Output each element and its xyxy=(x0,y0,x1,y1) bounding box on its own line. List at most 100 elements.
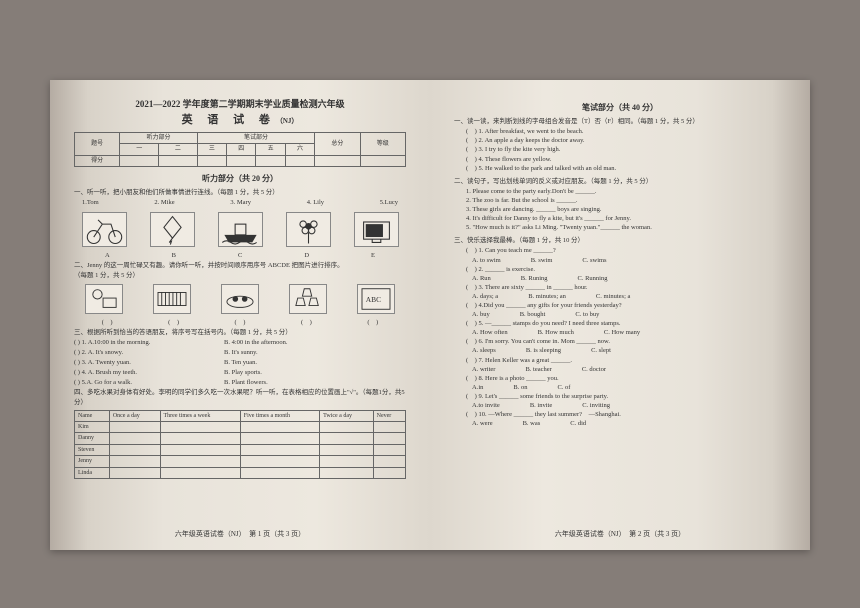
sec1-item: ( ) 5. He walked to the park and talked … xyxy=(466,164,786,173)
score-cell xyxy=(227,155,256,166)
bracket: ( ) xyxy=(102,318,113,327)
img-abc-icon: ABC xyxy=(357,284,395,314)
freq-cell xyxy=(373,467,405,478)
p4-instr: 四、多吃水果对身体有好处。李明的同学们多久吃一次水果呢？听一听，在表格相应的位置… xyxy=(74,388,406,406)
sec3-options: A. sleepsB. is sleepingC. slept xyxy=(472,346,786,355)
sec3-instr: 三、快乐选择我最棒。（每题 1 分，共 10 分） xyxy=(454,236,786,245)
p3-item: ( ) 4. A. Brush my teeth.B. Play sports. xyxy=(74,368,406,377)
name: 2. Mike xyxy=(154,198,174,207)
header-subject: 英 语 试 卷（NJ） xyxy=(74,113,406,128)
img-food-icon xyxy=(221,284,259,314)
freq-cell xyxy=(240,456,319,467)
p2-images: ABC xyxy=(74,284,406,314)
sec3-question: ( ) 9. Let's ______ some friends to the … xyxy=(466,392,786,401)
sec3-options: A. days; aB. minutes; anC. minutes; a xyxy=(472,292,786,301)
freq-name: Steven xyxy=(75,444,110,455)
freq-header: Never xyxy=(373,410,405,421)
score-cell: 得分 xyxy=(75,155,120,166)
name: 5.Lucy xyxy=(380,198,398,207)
score-cell xyxy=(315,155,360,166)
freq-header: Three times a week xyxy=(160,410,240,421)
sec2-item: 2. The zoo is far. But the school is ___… xyxy=(466,196,786,205)
score-cell: 二 xyxy=(159,144,198,155)
freq-cell xyxy=(240,444,319,455)
exam-book: 2021—2022 学年度第二学期期末学业质量检测六年级 英 语 试 卷（NJ）… xyxy=(50,80,810,550)
footer-left: 六年级英语试卷（NJ） 第 1 页（共 3 页） xyxy=(50,530,430,540)
name: 4. Lily xyxy=(307,198,324,207)
img-kite-icon xyxy=(150,212,195,247)
sec3-options: A. buyB. boughtC. to buy xyxy=(472,310,786,319)
p3-item: ( ) 2. A. It's snowy.B. It's sunny. xyxy=(74,348,406,357)
sec1-item: ( ) 2. An apple a day keeps the doctor a… xyxy=(466,136,786,145)
sec2-item: 1. Please come to the party early.Don't … xyxy=(466,187,786,196)
freq-cell xyxy=(160,444,240,455)
sec3-items: ( ) 1. Can you teach me ______?A. to swi… xyxy=(454,246,786,428)
img-piano-icon xyxy=(153,284,191,314)
freq-cell xyxy=(160,422,240,433)
bracket: ( ) xyxy=(235,318,246,327)
freq-cell xyxy=(240,433,319,444)
score-cell xyxy=(285,155,314,166)
page-left: 2021—2022 学年度第二学期期末学业质量检测六年级 英 语 试 卷（NJ）… xyxy=(50,80,430,550)
sec2-item: 3. These girls are dancing. ______ boys … xyxy=(466,205,786,214)
freq-cell xyxy=(160,467,240,478)
score-cell: 五 xyxy=(256,144,285,155)
score-cell: 三 xyxy=(197,144,226,155)
freq-cell xyxy=(109,444,160,455)
sec1-item: ( ) 1. After breakfast, we went to the b… xyxy=(466,127,786,136)
img-ship-icon xyxy=(218,212,263,247)
p1-instr: 一、听一听，把小朋友和他们所做事情进行连线。（每题 1 分，共 5 分） xyxy=(74,188,406,197)
img-flower-icon xyxy=(286,212,331,247)
sec1-instr: 一、读一读，来判断划线的字母组合发音是（T）否（F）相同。（每题 1 分，共 5… xyxy=(454,117,786,126)
sec3-question: ( ) 4.Did you ______ any gifts for your … xyxy=(466,301,786,310)
p1-labels: A B C D E xyxy=(74,251,406,260)
label: E xyxy=(371,251,375,260)
freq-header: Five times a month xyxy=(240,410,319,421)
subject-text: 英 语 试 卷 xyxy=(182,114,276,126)
freq-cell xyxy=(373,422,405,433)
listening-title: 听力部分（共 20 分） xyxy=(74,173,406,184)
sec3-question: ( ) 2. ______ is exercise. xyxy=(466,265,786,274)
freq-cell xyxy=(320,456,374,467)
score-cell xyxy=(256,155,285,166)
freq-cell xyxy=(109,467,160,478)
score-cell: 一 xyxy=(120,144,159,155)
p3-instr: 三、根据所听到恰当的答语朋友，将序号写在括号内。（每题 1 分，共 5 分） xyxy=(74,328,406,337)
variant-text: （NJ） xyxy=(276,117,299,125)
score-cell: 六 xyxy=(285,144,314,155)
p3-item: ( ) 1. A.10:00 in the morning.B. 4:00 in… xyxy=(74,338,406,347)
freq-name: Jenny xyxy=(75,456,110,467)
freq-cell xyxy=(109,422,160,433)
score-cell xyxy=(197,155,226,166)
label: B xyxy=(172,251,176,260)
sec3-question: ( ) 5. —______ stamps do you need? I nee… xyxy=(466,319,786,328)
img-tv-icon xyxy=(354,212,399,247)
header-year: 2021—2022 学年度第二学期期末学业质量检测六年级 xyxy=(74,98,406,111)
sec3-question: ( ) 1. Can you teach me ______? xyxy=(466,246,786,255)
sec1-item: ( ) 4. These flowers are yellow. xyxy=(466,155,786,164)
sec3-question: ( ) 3. There are sixty ______ in ______ … xyxy=(466,283,786,292)
p1-images xyxy=(74,212,406,247)
score-cell: 总分 xyxy=(315,132,360,155)
sec2-item: 5. "How much is it?" asks Li Ming. "Twen… xyxy=(466,223,786,232)
sec2-items: 1. Please come to the party early.Don't … xyxy=(454,187,786,232)
freq-cell xyxy=(373,433,405,444)
score-cell xyxy=(159,155,198,166)
sec3-options: A.inB. onC. of xyxy=(472,383,786,392)
sec3-question: ( ) 8. Here is a photo ______ you. xyxy=(466,374,786,383)
freq-cell xyxy=(320,444,374,455)
score-cell: 四 xyxy=(227,144,256,155)
p2-instr: 二、Jenny 的这一周忙碌又有趣。请你听一听，并按时间顺序用序号 ABCDE … xyxy=(74,261,406,270)
score-cell xyxy=(120,155,159,166)
p2-brackets: ( ) ( ) ( ) ( ) ( ) xyxy=(74,318,406,327)
freq-cell xyxy=(240,467,319,478)
sec2-instr: 二、读句子，写出划线单词的反义或对应朋友。（每题 1 分，共 5 分） xyxy=(454,177,786,186)
sec3-options: A. writerB. teacherC. doctor xyxy=(472,365,786,374)
freq-cell xyxy=(320,467,374,478)
freq-cell xyxy=(160,433,240,444)
p3-item: ( ) 5.A. Go for a walk.B. Plant flowers. xyxy=(74,378,406,387)
freq-cell xyxy=(109,456,160,467)
freq-name: Kim xyxy=(75,422,110,433)
freq-cell xyxy=(240,422,319,433)
freq-cell xyxy=(320,422,374,433)
